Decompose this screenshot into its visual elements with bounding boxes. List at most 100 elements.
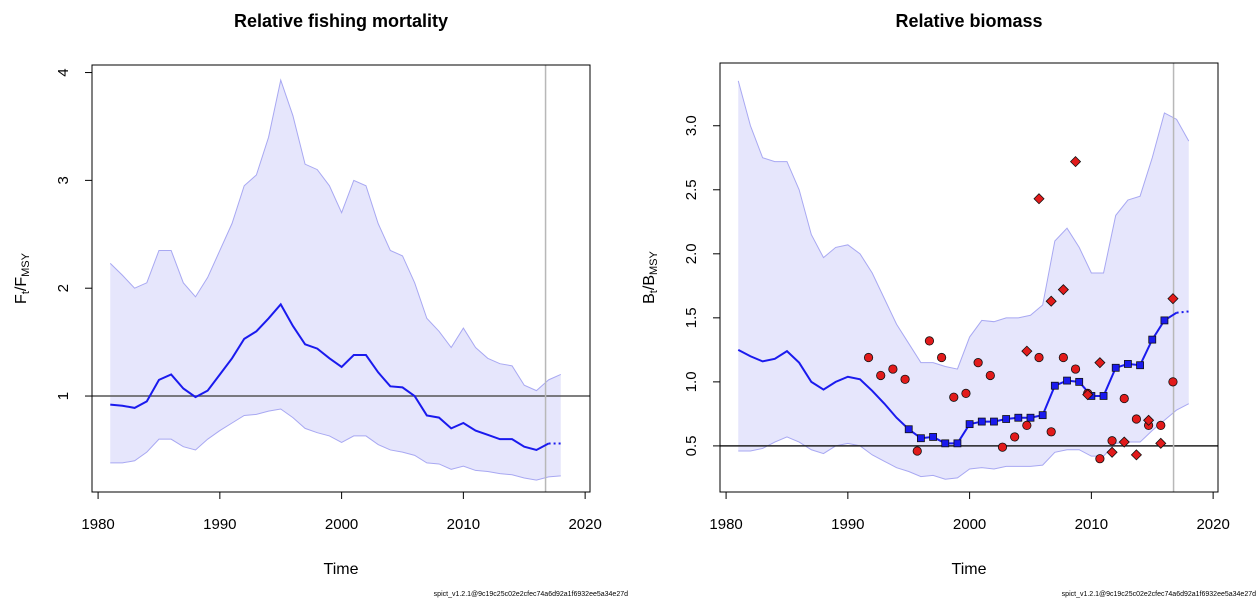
circle-point [1095, 454, 1105, 464]
confidence-band [110, 80, 561, 481]
diamond-point [1045, 295, 1057, 307]
diamond-point [1057, 284, 1069, 296]
footnote: spict_v1.2.1@9c19c25c02e2cfec74a6d92a1f6… [434, 591, 628, 598]
circle-point [973, 358, 983, 368]
diamond-point [1167, 293, 1179, 305]
circle-point [1034, 352, 1044, 363]
x-tick-label: 2020 [568, 516, 601, 533]
square-point [1038, 411, 1047, 420]
y-axis-label-part: /F [13, 277, 30, 291]
y-axis-label-part: t [20, 291, 32, 294]
footnote: spict_v1.2.1@9c19c25c02e2cfec74a6d92a1f6… [1062, 591, 1256, 598]
diamond-point [1069, 156, 1082, 168]
y-tick-label: 1.5 [683, 307, 700, 328]
band-edge [737, 80, 1190, 370]
y-tick-label: 3.0 [683, 115, 700, 136]
y-tick-label: 1 [55, 392, 72, 400]
circle-point [961, 388, 971, 398]
square-point [1002, 415, 1011, 423]
y-axis-label: Ft/FMSY [13, 252, 32, 304]
circle-point [1107, 436, 1117, 446]
y-axis-label: Bt/BMSY [641, 250, 660, 303]
circle-point [1070, 364, 1081, 374]
x-tick-label: 1980 [709, 516, 742, 533]
square-point [941, 439, 950, 448]
plot-frame [719, 62, 1219, 493]
circle-point [924, 336, 935, 346]
square-point [1050, 381, 1059, 390]
square-point [1136, 361, 1144, 370]
circle-point [1168, 377, 1178, 387]
chart-title: Relative fishing mortality [234, 11, 448, 31]
square-point [953, 439, 962, 448]
x-tick-label: 1990 [203, 516, 236, 533]
x-tick-label: 2010 [447, 516, 480, 533]
circle-point [876, 370, 886, 381]
chart-title: Relative biomass [895, 11, 1042, 31]
diamond-point [1106, 446, 1118, 458]
y-tick-label: 2 [55, 284, 72, 292]
x-tick-label: 2020 [1196, 516, 1229, 533]
y-tick-label: 4 [55, 68, 72, 76]
y-axis-label-part: MSY [648, 250, 660, 275]
series-line [110, 302, 550, 452]
y-axis-label-part: MSY [20, 252, 32, 277]
square-point [917, 434, 925, 443]
y-axis-label-part: B [641, 293, 658, 304]
band-edge [110, 408, 561, 481]
square-point [965, 420, 974, 429]
diamond-point [1155, 437, 1167, 449]
y-tick-label: 0.5 [683, 435, 700, 456]
square-point [1063, 376, 1071, 385]
x-axis-label: Time [324, 561, 359, 578]
circle-point [1131, 414, 1142, 424]
circle-point [937, 352, 947, 363]
x-tick-label: 1980 [81, 516, 114, 533]
circle-point [949, 392, 959, 402]
y-axis-label-part: /B [641, 275, 658, 290]
square-point [929, 433, 937, 441]
y-tick-label: 1.0 [683, 371, 700, 392]
diamond-point [1021, 345, 1033, 357]
square-point [1111, 363, 1120, 372]
diamond-point [1082, 389, 1094, 401]
square-point [990, 417, 998, 426]
confidence-band [738, 80, 1189, 480]
y-tick-label: 3 [55, 176, 72, 184]
square-point [1075, 377, 1084, 386]
diamond-point [1143, 414, 1155, 426]
circle-point [888, 364, 898, 374]
y-tick-label: 2.5 [683, 179, 700, 200]
circle-point [1058, 352, 1068, 363]
band-edge [109, 78, 561, 392]
square-point [1160, 316, 1169, 325]
x-tick-label: 2010 [1075, 516, 1108, 533]
square-point [1099, 392, 1108, 400]
x-tick-label: 2000 [325, 516, 358, 533]
y-tick-label: 2.0 [683, 243, 700, 264]
panel: Relative fishing mortality Time spict_v1.2… [13, 11, 628, 598]
circle-point [1022, 420, 1032, 431]
series-line [1176, 310, 1189, 314]
circle-point [912, 446, 922, 456]
x-tick-label: 1990 [831, 516, 864, 533]
circle-point [900, 374, 910, 384]
circle-point [1010, 432, 1020, 442]
diamond-point [1130, 449, 1142, 461]
circle-point [1119, 393, 1129, 404]
circle-point [1156, 420, 1166, 431]
square-point [1148, 335, 1157, 344]
y-axis-label-part: F [13, 294, 30, 304]
square-point [1026, 413, 1035, 422]
square-point [1014, 413, 1023, 422]
square-point [904, 425, 913, 434]
diamond-point [1033, 193, 1045, 205]
x-tick-label: 2000 [953, 516, 986, 533]
x-axis-label: Time [952, 561, 987, 578]
circle-point [1046, 427, 1056, 437]
diamond-point [1118, 436, 1130, 448]
circle-point [863, 352, 874, 363]
diamond-point [1094, 357, 1106, 369]
panel: Relative biomass Time spict_v1.2.1@9c19c25… [641, 11, 1256, 598]
